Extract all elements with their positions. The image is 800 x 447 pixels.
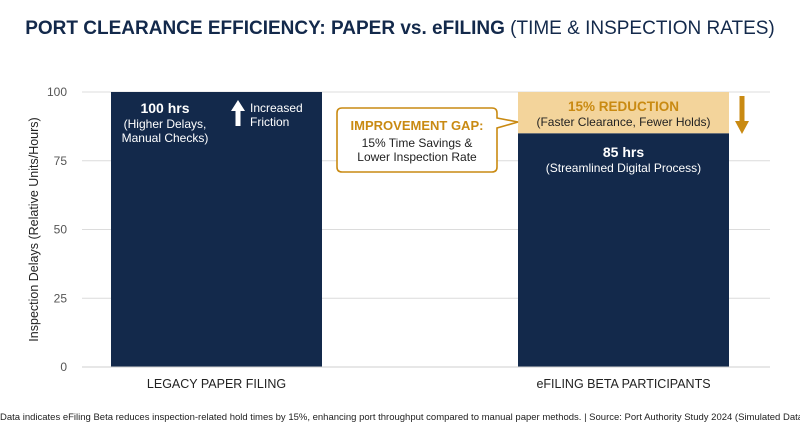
data-label-note: Manual Checks) xyxy=(122,131,209,145)
reduction-segment xyxy=(518,92,729,134)
data-label-note: (Higher Delays, xyxy=(124,117,207,131)
data-label-value: 100 hrs xyxy=(140,100,189,116)
chart-title-sub: (TIME & INSPECTION RATES) xyxy=(510,18,775,39)
arrow-up-icon xyxy=(231,100,245,126)
x-tick-label: eFILING BETA PARTICIPANTS xyxy=(536,377,710,391)
arrow-down-icon xyxy=(735,96,749,134)
friction-label: Friction xyxy=(250,115,289,129)
bar-1 xyxy=(111,92,322,367)
y-tick-label: 50 xyxy=(54,223,68,237)
y-tick-label: 100 xyxy=(47,85,67,99)
y-tick-label: 0 xyxy=(60,360,67,374)
x-tick-label: LEGACY PAPER FILING xyxy=(147,377,286,391)
improvement-gap-callout xyxy=(336,107,519,173)
gap-title: IMPROVEMENT GAP: xyxy=(351,118,484,133)
y-tick-label: 25 xyxy=(54,291,68,305)
chart-title: PORT CLEARANCE EFFICIENCY: PAPER vs. eFI… xyxy=(0,18,800,40)
y-tick-label: 75 xyxy=(54,154,68,168)
chart-title-main: PORT CLEARANCE EFFICIENCY: PAPER vs. eFI… xyxy=(25,18,505,39)
data-label-note: (Streamlined Digital Process) xyxy=(546,161,701,175)
friction-label: Increased xyxy=(250,101,303,115)
gap-note: 15% Time Savings & xyxy=(362,136,473,150)
data-label-value: 85 hrs xyxy=(603,144,644,160)
bar-2 xyxy=(518,133,729,367)
gap-note: Lower Inspection Rate xyxy=(357,150,477,164)
chart-footnote: Data indicates eFiling Beta reduces insp… xyxy=(0,412,800,423)
reduction-title: 15% REDUCTION xyxy=(568,99,679,114)
reduction-subtitle: (Faster Clearance, Fewer Holds) xyxy=(536,115,710,129)
y-axis-label: Inspection Delays (Relative Units/Hours) xyxy=(27,117,41,341)
